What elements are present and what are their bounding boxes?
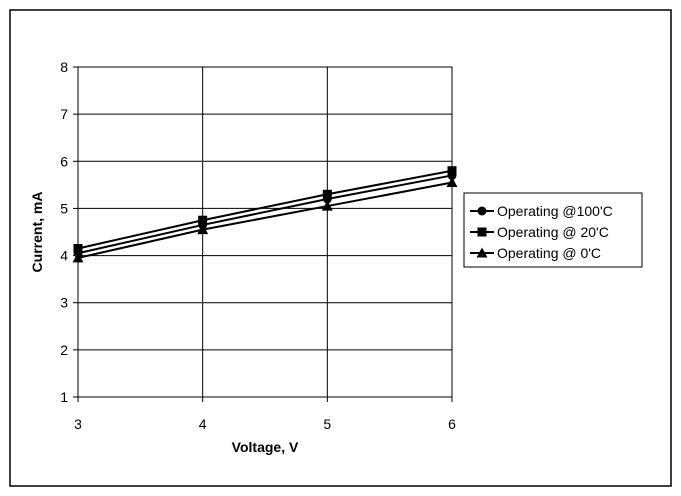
data-point [322,189,332,199]
x-tick-label: 3 [74,416,82,432]
series-square [73,166,457,253]
y-axis-title: Current, mA [29,192,45,273]
y-tick-label: 8 [60,59,68,75]
y-tick-label: 7 [60,106,68,122]
data-point [321,200,333,211]
legend-label: Operating @ 0'C [497,245,601,261]
plot-area [77,66,453,398]
x-tick-label: 5 [323,416,331,432]
legend-marker-circle [477,206,487,216]
x-tick-label: 4 [199,416,207,432]
y-tick-label: 1 [60,389,68,405]
data-point [72,252,84,263]
series-line [77,181,453,259]
data-point [73,244,83,253]
legend-marker-triangle [476,247,488,258]
y-tick-label: 3 [60,295,68,311]
y-tick-label: 2 [60,342,68,358]
data-point [446,177,458,187]
y-axis-ticks: 1 2 3 4 5 6 7 8 [60,59,78,405]
legend-label: Operating @100'C [497,203,613,219]
series-triangle [72,177,458,263]
y-tick-label: 5 [60,200,68,216]
legend-box [463,192,643,268]
data-point [197,224,209,235]
y-tick-label: 6 [60,153,68,169]
legend-marker-square [477,227,487,237]
y-tick-label: 4 [60,248,68,264]
series-group [72,166,458,263]
data-point [198,215,208,225]
x-tick-label: 6 [448,416,456,432]
data-point [447,166,457,176]
series-line [77,169,453,250]
legend: Operating @100'C Operating @ 20'C Operatin… [463,192,643,268]
x-axis-ticks: 3 4 5 6 [74,397,456,432]
series-line [77,174,453,255]
x-axis-title: Voltage, V [232,439,299,455]
legend-label: Operating @ 20'C [497,224,609,240]
